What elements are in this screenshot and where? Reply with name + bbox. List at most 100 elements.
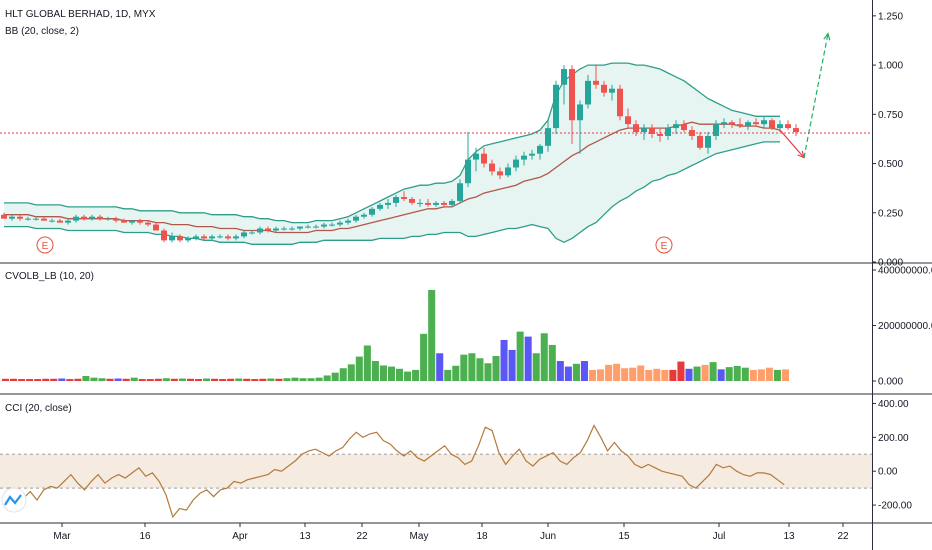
cvolb-bar <box>18 379 25 381</box>
cvolb-indicator-label[interactable]: CVOLB_LB (10, 20) <box>5 271 94 283</box>
candle-body <box>385 203 391 205</box>
time-axis[interactable]: Mar 16 Apr 13 22 May 18 Jun 15 Jul 13 22 <box>2 488 849 542</box>
cvolb-bar <box>605 365 612 381</box>
candle-body <box>465 160 471 184</box>
candle-body <box>281 229 287 230</box>
cvolb-bar <box>380 365 387 381</box>
time-axis-tick-label: Jun <box>540 531 556 542</box>
cvolb-bar <box>420 334 427 381</box>
candle-body <box>489 164 495 172</box>
cvolb-bar <box>460 355 467 381</box>
cvolb-bar <box>396 369 403 381</box>
cvolb-bar <box>348 364 355 381</box>
candle-body <box>41 219 47 221</box>
candle-body <box>393 197 399 203</box>
cvolb-bar <box>155 379 162 381</box>
price-axis-tick-label: 0.250 <box>878 208 903 219</box>
time-axis-tick-label: 13 <box>299 531 311 542</box>
candle-body <box>665 128 671 136</box>
candle-body <box>153 225 159 231</box>
candle-body <box>201 236 207 238</box>
cvolb-pane[interactable] <box>2 290 789 381</box>
candle-body <box>497 171 503 175</box>
cvolb-bar <box>557 361 564 381</box>
cvolb-bar <box>26 379 33 381</box>
price-axis[interactable]: 1.2501.0000.7500.5000.2500.000400000000.… <box>872 11 932 511</box>
candle-body <box>561 69 567 85</box>
cvolb-bar <box>653 369 660 381</box>
candle-body <box>297 227 303 229</box>
cvolb-bar <box>131 378 138 381</box>
candle-body <box>777 124 783 128</box>
cvolb-axis-tick-label: 0.000 <box>878 377 903 388</box>
tradingview-logo-icon[interactable] <box>2 488 26 512</box>
cvolb-bar <box>147 379 154 381</box>
projection-down-arrow <box>780 130 804 158</box>
cvolb-bar <box>750 370 757 381</box>
cvolb-bar <box>90 378 97 381</box>
candle-body <box>377 205 383 209</box>
candle-body <box>177 236 183 240</box>
cci-axis-tick-label: -200.00 <box>878 501 912 512</box>
cci-axis-tick-label: 400.00 <box>878 399 909 410</box>
candle-body <box>753 122 759 124</box>
cci-axis-tick-label: 200.00 <box>878 433 909 444</box>
cvolb-axis-tick-label: 200000000.00 <box>878 321 932 332</box>
cvolb-bar <box>734 366 741 381</box>
bb-indicator-label[interactable]: BB (20, close, 2) <box>5 26 79 38</box>
candle-body <box>641 128 647 132</box>
candle-body <box>473 154 479 160</box>
candle-body <box>633 124 639 132</box>
candle-body <box>521 156 527 160</box>
candle-body <box>273 229 279 231</box>
candle-body <box>113 219 119 221</box>
candle-body <box>689 130 695 136</box>
cvolb-bar <box>10 379 17 381</box>
candle-body <box>233 236 239 238</box>
candle-body <box>217 236 223 237</box>
cvolb-bar <box>782 369 789 381</box>
candle-body <box>73 217 79 221</box>
cvolb-bar <box>82 376 89 381</box>
cvolb-bar <box>565 367 572 381</box>
cvolb-bar <box>677 362 684 381</box>
candle-body <box>345 221 351 223</box>
cvolb-bar <box>171 379 178 381</box>
projection-up-arrow <box>804 34 828 158</box>
candle-body <box>729 122 735 124</box>
candle-body <box>585 81 591 105</box>
candle-body <box>505 167 511 175</box>
cvolb-bar <box>123 379 130 381</box>
candle-body <box>537 146 543 154</box>
cvolb-bar <box>573 364 580 381</box>
time-axis-tick-label: 16 <box>139 531 151 542</box>
cvolb-bar <box>669 370 676 381</box>
cvolb-bar <box>436 353 443 381</box>
time-axis-tick-label: 13 <box>783 531 795 542</box>
cvolb-bar <box>300 378 307 381</box>
candle-body <box>681 124 687 130</box>
cvolb-bar <box>501 340 508 381</box>
candle-body <box>257 229 263 233</box>
cvolb-bar <box>509 350 516 381</box>
cvolb-bar <box>718 369 725 381</box>
candle-body <box>609 89 615 93</box>
candle-body <box>57 221 63 223</box>
cvolb-bar <box>613 364 620 381</box>
candle-body <box>705 136 711 148</box>
cci-pane[interactable] <box>0 426 872 517</box>
cvolb-bar <box>316 378 323 381</box>
cci-indicator-label[interactable]: CCI (20, close) <box>5 403 72 415</box>
cvolb-bar <box>726 367 733 381</box>
candle-body <box>401 197 407 199</box>
candle-body <box>65 221 71 223</box>
projection-arrows <box>780 34 830 158</box>
cvolb-bar <box>694 367 701 381</box>
candle-body <box>577 104 583 120</box>
cvolb-bar <box>597 369 604 381</box>
cvolb-bar-series <box>2 290 789 381</box>
candle-body <box>169 236 175 240</box>
cvolb-bar <box>139 379 146 381</box>
